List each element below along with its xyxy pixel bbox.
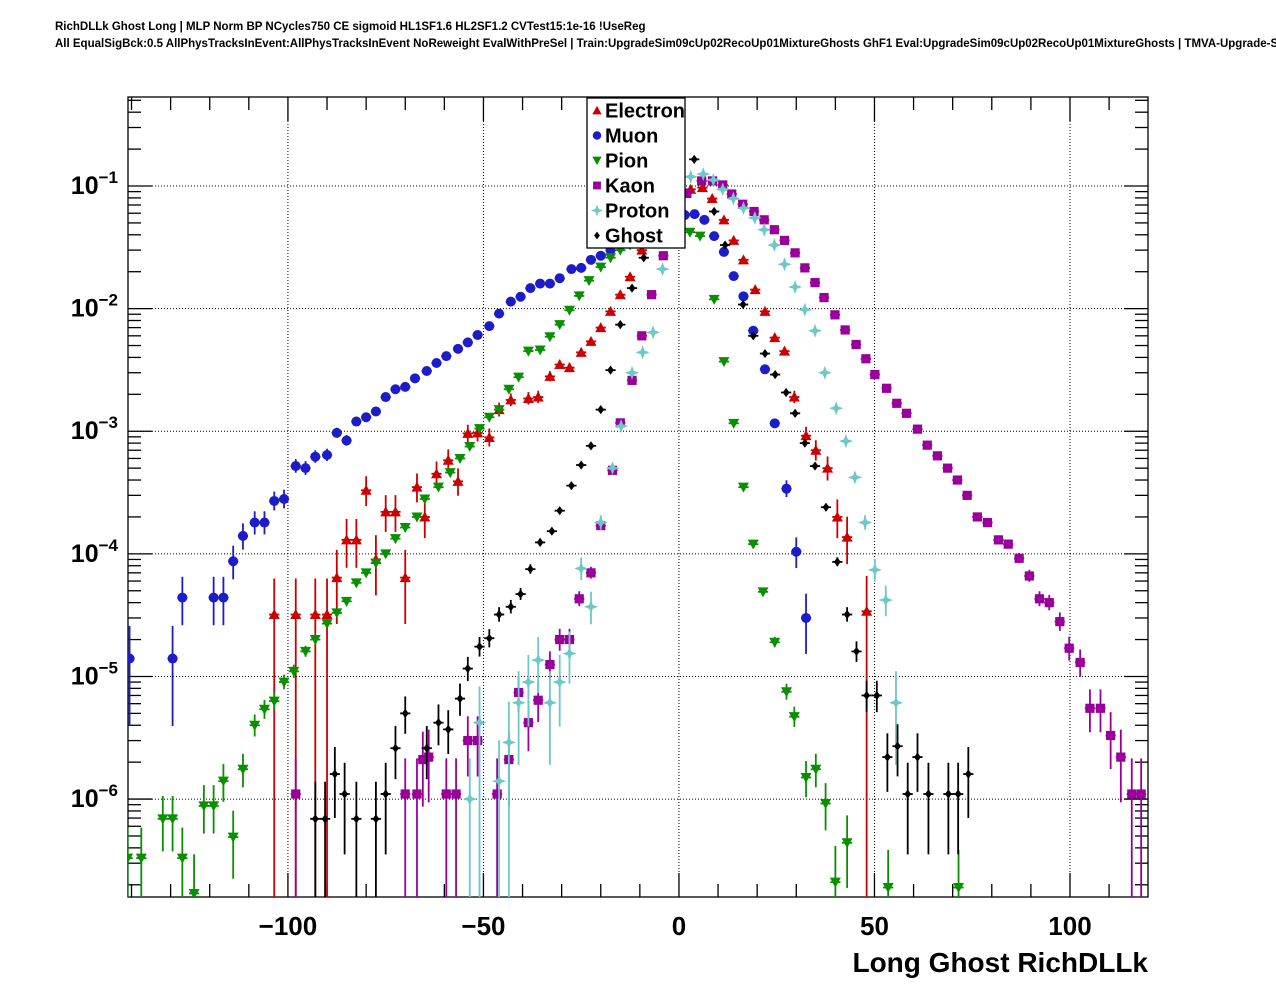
svg-text:10−5: 10−5 xyxy=(71,658,118,690)
plot-title-line-2: All EqualSigBck:0.5 AllPhysTracksInEvent… xyxy=(55,38,1276,50)
svg-text:10−3: 10−3 xyxy=(71,413,118,445)
svg-text:10−4: 10−4 xyxy=(71,536,119,568)
x-axis-tick-labels: −100 −50 0 50 100 xyxy=(259,911,1092,941)
y-axis-tick-labels: 10−1 10−2 10−3 10−4 10−5 10−6 xyxy=(71,168,119,813)
legend-entry-proton: Proton xyxy=(605,201,669,223)
svg-text:10−2: 10−2 xyxy=(71,291,118,323)
plot-title-line-1: RichDLLk Ghost Long | MLP Norm BP NCycle… xyxy=(55,21,646,33)
legend: Electron Muon Pion Kaon Proton Ghost xyxy=(586,97,686,249)
series-muon xyxy=(128,209,812,727)
series-pion xyxy=(128,227,965,897)
legend-entry-kaon: Kaon xyxy=(605,176,655,198)
legend-entry-ghost: Ghost xyxy=(605,226,663,248)
data-series-layer xyxy=(128,154,1147,897)
svg-text:−50: −50 xyxy=(461,911,505,941)
plot-frame xyxy=(127,96,1149,898)
legend-entry-muon: Muon xyxy=(605,126,658,148)
gridlines xyxy=(128,97,1148,897)
series-ghost xyxy=(310,154,974,897)
x-axis-title: Long Ghost RichDLLk xyxy=(852,947,1148,978)
legend-box xyxy=(586,97,686,249)
svg-text:10−6: 10−6 xyxy=(71,781,118,813)
series-electron xyxy=(268,182,873,897)
svg-text:10−1: 10−1 xyxy=(71,168,118,200)
legend-entry-electron: Electron xyxy=(605,101,685,123)
legend-entry-pion: Pion xyxy=(605,151,648,173)
svg-text:0: 0 xyxy=(672,911,686,941)
svg-text:100: 100 xyxy=(1048,911,1091,941)
series-proton xyxy=(462,167,903,897)
svg-text:50: 50 xyxy=(860,911,889,941)
series-kaon xyxy=(290,176,1147,897)
svg-text:−100: −100 xyxy=(259,911,318,941)
